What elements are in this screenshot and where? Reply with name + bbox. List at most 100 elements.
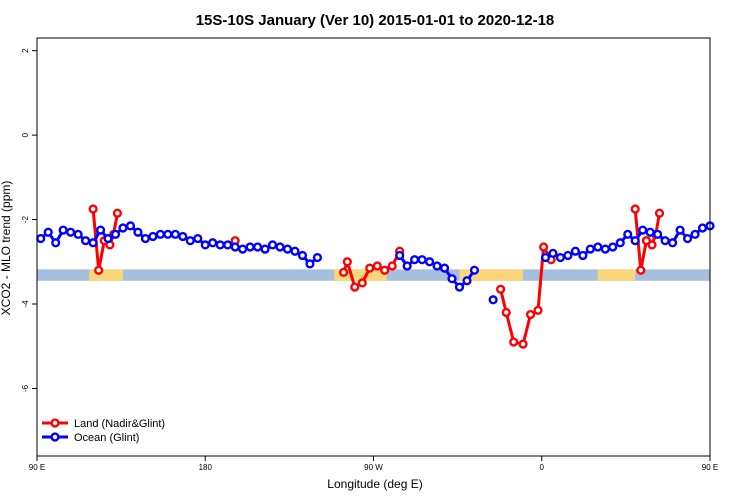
- ocean-point: [615, 238, 625, 248]
- ocean-point: [653, 229, 663, 239]
- ocean-point: [110, 229, 121, 239]
- ocean-point: [95, 225, 106, 235]
- x-tick-label: 90 W: [364, 463, 383, 472]
- land-point: [636, 265, 646, 275]
- ocean-point: [593, 242, 603, 252]
- land-point: [350, 282, 360, 292]
- reference-band: [37, 269, 710, 281]
- land-point: [338, 267, 349, 277]
- band-land-2: [459, 269, 524, 281]
- ocean-point: [638, 225, 648, 235]
- legend-label: Ocean (Glint): [74, 432, 139, 444]
- ocean-point: [585, 244, 595, 254]
- ocean-point: [155, 229, 165, 239]
- ocean-point: [81, 236, 91, 246]
- ocean-point: [297, 250, 308, 261]
- ocean-point: [282, 244, 293, 254]
- ocean-point: [36, 233, 46, 244]
- land-point: [94, 265, 104, 275]
- ocean-point: [447, 274, 457, 284]
- legend-label: Land (Nadir&Glint): [74, 418, 165, 430]
- x-tick-label: 90 E: [29, 463, 45, 472]
- land-point: [641, 236, 652, 246]
- ocean-point: [215, 240, 225, 250]
- ocean-point: [140, 233, 151, 244]
- ocean-point: [608, 242, 618, 252]
- ocean-point: [200, 240, 210, 250]
- ocean-point: [548, 248, 558, 258]
- ocean-point: [645, 227, 655, 237]
- ocean-point: [133, 227, 143, 237]
- ocean-point: [402, 261, 412, 271]
- ocean-point: [178, 231, 188, 242]
- ocean-point: [555, 252, 566, 263]
- ocean-point: [312, 252, 323, 263]
- ocean-point: [66, 227, 76, 237]
- ocean-point: [58, 225, 68, 235]
- ocean-point: [697, 223, 708, 233]
- ocean-point: [563, 250, 573, 261]
- land-point: [387, 261, 397, 271]
- ocean-point: [193, 233, 203, 244]
- ocean-point: [417, 255, 427, 265]
- land-point: [112, 208, 122, 218]
- legend-marker: [50, 418, 60, 428]
- land-point: [518, 339, 528, 349]
- ocean-point: [623, 229, 633, 239]
- ocean-point: [51, 238, 61, 248]
- ocean-point: [675, 225, 685, 235]
- ocean-point: [275, 242, 285, 252]
- ocean-point: [260, 244, 270, 254]
- ocean-point: [223, 240, 233, 250]
- ocean-point: [170, 229, 180, 239]
- land-point: [630, 204, 640, 214]
- land-point: [533, 305, 543, 315]
- ocean-point: [73, 229, 83, 239]
- ocean-point: [267, 240, 278, 250]
- ocean-point: [163, 229, 173, 239]
- land-point: [88, 204, 98, 214]
- y-tick-label: 0: [21, 132, 30, 137]
- land-point: [372, 261, 382, 271]
- ocean-point: [424, 257, 435, 267]
- x-tick-label: 180: [199, 463, 213, 472]
- band-land-1: [334, 269, 387, 281]
- y-tick-label: -4: [21, 300, 30, 308]
- ocean-point: [148, 231, 158, 242]
- ocean-point: [43, 227, 53, 237]
- ocean-point: [208, 238, 218, 248]
- ocean-point: [690, 229, 700, 239]
- land-point: [380, 265, 390, 275]
- axes: 90 E 180 90 W 0 90 E 2 0 -2 -4 -6: [21, 48, 718, 472]
- y-tick-label: -2: [21, 215, 30, 223]
- y-tick-label: 2: [21, 48, 30, 53]
- ocean-point: [395, 250, 405, 261]
- ocean-point: [668, 238, 678, 248]
- ocean-point: [630, 236, 640, 246]
- band-land-0: [89, 269, 123, 281]
- ocean-point: [125, 221, 136, 231]
- land-point: [647, 240, 657, 250]
- legend: Land (Nadir&Glint) Ocean (Glint): [42, 418, 165, 444]
- land-point: [525, 309, 536, 320]
- y-tick-label: -6: [21, 384, 30, 392]
- land-point: [509, 337, 519, 347]
- band-land-3: [597, 269, 636, 281]
- land-point: [654, 208, 665, 218]
- land-point: [365, 263, 375, 273]
- ocean-point: [118, 223, 128, 233]
- ocean-point: [185, 236, 195, 246]
- y-axis-label: XCO2 - MLO trend (ppm): [0, 181, 13, 316]
- land-point: [496, 284, 506, 294]
- land-point: [342, 257, 352, 267]
- ocean-point: [439, 263, 450, 273]
- legend-marker: [50, 432, 60, 442]
- ocean-point: [88, 238, 98, 248]
- x-tick-label: 0: [540, 463, 545, 472]
- ocean-point: [290, 246, 300, 256]
- ocean-point: [454, 282, 465, 292]
- chart-title: 15S-10S January (Ver 10) 2015-01-01 to 2…: [196, 12, 555, 29]
- x-axis-label: Longitude (deg E): [327, 477, 422, 491]
- x-tick-label: 90 E: [702, 463, 718, 472]
